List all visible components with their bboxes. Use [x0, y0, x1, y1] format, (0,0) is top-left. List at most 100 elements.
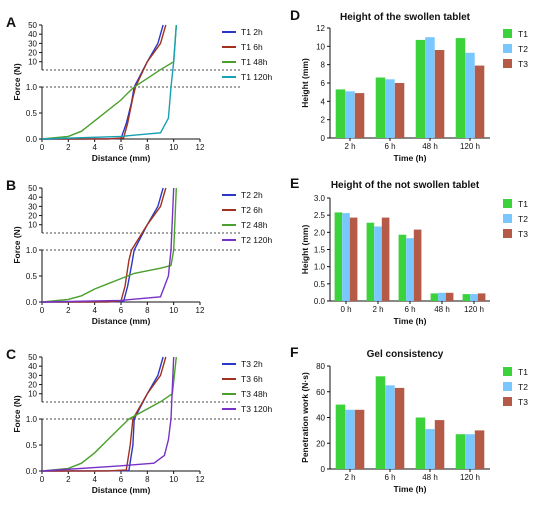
bar	[385, 79, 395, 138]
x-tick-label: 120 h	[464, 305, 484, 314]
y-tick-label: 10	[28, 390, 37, 399]
legend-label: T2 2h	[241, 190, 263, 200]
bar	[438, 292, 446, 301]
legend-swatch	[503, 397, 512, 406]
x-tick-label: 120 h	[460, 473, 480, 482]
y-tick-label: 30	[28, 371, 37, 380]
bar	[415, 417, 426, 469]
series-line	[41, 356, 175, 472]
y-tick-label: 12	[316, 24, 325, 33]
bar	[434, 420, 445, 469]
y-tick-label: 50	[28, 184, 37, 193]
y-tick-label: 0.0	[314, 297, 326, 306]
y-tick-label: 60	[316, 388, 325, 397]
bar	[381, 217, 390, 301]
y-tick-label: 50	[28, 353, 37, 362]
x-tick-label: 48 h	[422, 142, 438, 151]
bar	[349, 217, 358, 301]
bar	[354, 409, 365, 469]
bar	[462, 294, 471, 301]
chart-title: Height of the not swollen tablet	[331, 180, 480, 191]
legend-swatch	[503, 367, 512, 376]
x-tick-label: 6	[119, 306, 124, 315]
x-tick-label: 0	[40, 143, 45, 152]
legend-label: T3 120h	[241, 404, 272, 414]
legend-label: T1	[518, 29, 528, 39]
legend-label: T1	[518, 199, 528, 209]
panel-letter: F	[290, 344, 299, 360]
x-tick-label: 0	[40, 306, 45, 315]
y-axis-label: Height (mm)	[300, 225, 310, 275]
y-axis-label: Force (N)	[12, 395, 22, 432]
x-tick-label: 48 h	[434, 305, 450, 314]
legend-swatch	[503, 214, 512, 223]
chart-title: Gel consistency	[367, 349, 444, 360]
y-tick-label: 1.0	[314, 263, 326, 272]
series-line	[41, 24, 167, 140]
bar	[455, 38, 466, 138]
x-tick-label: 2 h	[344, 142, 355, 151]
series-line	[41, 187, 175, 303]
y-tick-label: 30	[28, 39, 37, 48]
y-tick-label: 1.0	[26, 83, 38, 92]
y-tick-label: 0.0	[26, 298, 38, 307]
legend-label: T2 120h	[241, 235, 272, 245]
bar	[345, 409, 355, 469]
y-tick-label: 2.5	[314, 211, 326, 220]
x-axis-label: Time (h)	[394, 316, 427, 326]
y-tick-label: 0	[321, 134, 326, 143]
bar-chart-E: E Height of the not swollen tablet 0.0 0.5 1…	[290, 175, 528, 326]
bar	[374, 226, 382, 301]
x-tick-label: 2 h	[372, 305, 383, 314]
y-tick-label: 20	[28, 381, 37, 390]
legend-label: T1 6h	[241, 42, 263, 52]
legend-swatch	[503, 199, 512, 208]
x-tick-label: 4	[92, 475, 97, 484]
y-tick-label: 40	[28, 362, 37, 371]
bar	[335, 89, 346, 138]
bar-chart-D: D Height of the swollen tablet 0 2 4 6 8 10 12 2 …	[290, 7, 528, 163]
bar	[477, 293, 486, 301]
legend-label: T3 2h	[241, 359, 263, 369]
x-tick-label: 48 h	[422, 473, 438, 482]
bar-chart-F: F Gel consistency 0 20 40 60 80 2 h 6 h 48 h 120 h…	[290, 344, 528, 494]
legend-label: T2	[518, 44, 528, 54]
bar	[455, 434, 466, 469]
y-tick-label: 0.5	[26, 441, 38, 450]
y-tick-label: 80	[316, 362, 325, 371]
x-axis-label: Time (h)	[394, 153, 427, 163]
x-tick-label: 6 h	[384, 142, 395, 151]
x-tick-label: 0	[40, 475, 45, 484]
y-tick-label: 1.0	[26, 246, 38, 255]
bar	[434, 50, 445, 138]
y-tick-label: 40	[316, 414, 325, 423]
bar	[335, 404, 346, 469]
series-line	[41, 24, 177, 140]
x-tick-label: 10	[169, 475, 178, 484]
y-axis-label: Height (mm)	[300, 58, 310, 108]
bar	[470, 294, 478, 301]
legend-swatch	[503, 29, 512, 38]
legend-swatch	[503, 229, 512, 238]
y-tick-label: 2	[321, 116, 326, 125]
y-tick-label: 6	[321, 79, 326, 88]
y-tick-label: 0.0	[26, 467, 38, 476]
x-tick-label: 12	[196, 306, 205, 315]
y-axis-label: Penetration work (N·s)	[300, 372, 310, 463]
x-tick-label: 6	[119, 143, 124, 152]
x-tick-label: 2	[66, 143, 71, 152]
x-tick-label: 10	[169, 143, 178, 152]
legend-label: T3 6h	[241, 374, 263, 384]
series-line	[41, 187, 167, 303]
series-line	[41, 24, 177, 140]
bar	[430, 293, 439, 301]
x-axis-label: Distance (mm)	[92, 153, 151, 163]
legend-label: T3	[518, 59, 528, 69]
series-line	[41, 187, 164, 303]
y-tick-label: 4	[321, 97, 326, 106]
y-tick-label: 40	[28, 30, 37, 39]
